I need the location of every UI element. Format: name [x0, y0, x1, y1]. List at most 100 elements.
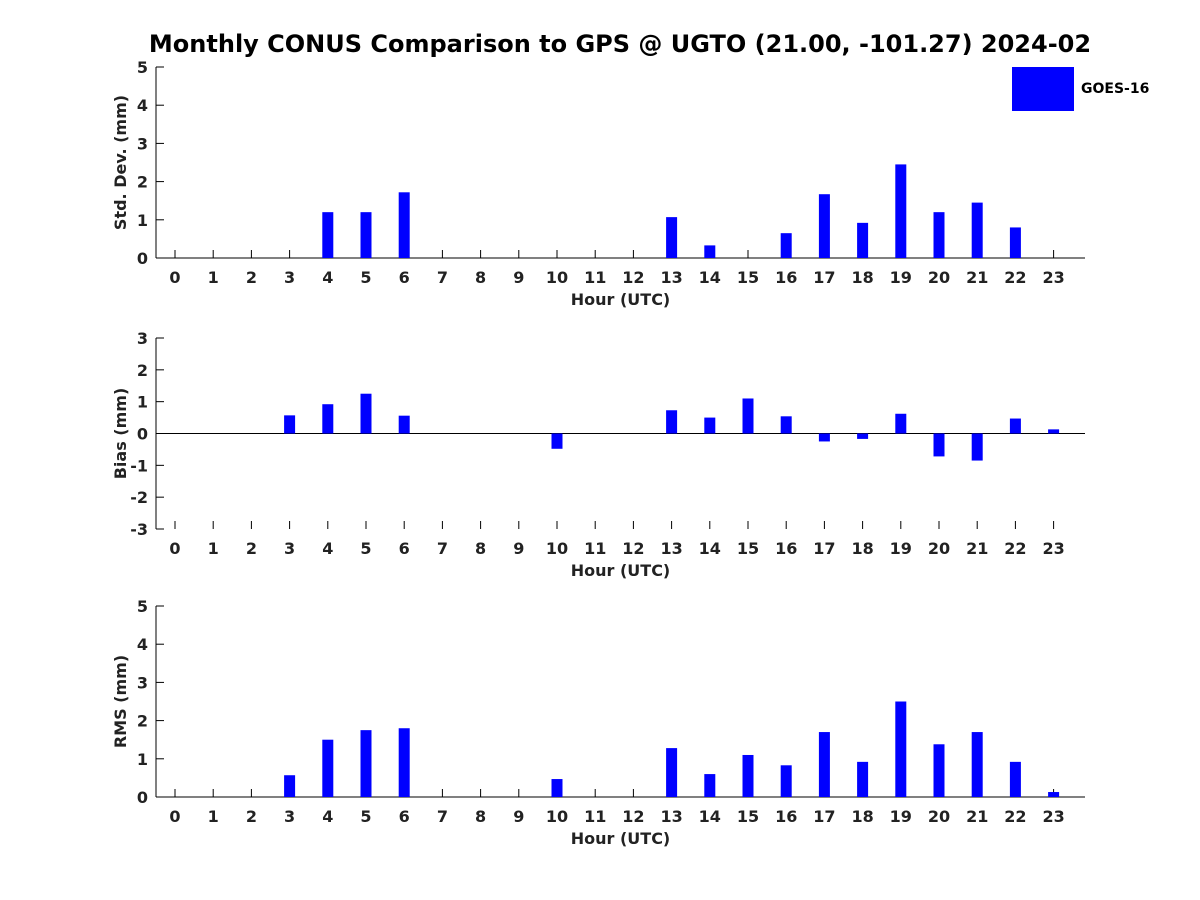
- x-tick-label: 6: [399, 539, 410, 558]
- x-tick-label: 10: [546, 539, 568, 558]
- bar: [933, 744, 945, 797]
- bar: [284, 775, 296, 797]
- y-tick-label: 0: [137, 425, 148, 444]
- x-tick-label: 2: [246, 539, 257, 558]
- x-tick-label: 16: [775, 807, 797, 826]
- bar: [1048, 792, 1060, 797]
- y-tick-label: 3: [137, 134, 148, 153]
- y-axis-label: RMS (mm): [111, 655, 130, 748]
- legend: GOES-16: [1012, 67, 1149, 111]
- x-tick-label: 20: [928, 807, 950, 826]
- bar: [360, 393, 372, 434]
- bar: [1009, 227, 1021, 258]
- y-tick-label: 1: [137, 750, 148, 769]
- x-tick-label: 14: [699, 268, 721, 287]
- x-tick-label: 9: [513, 539, 524, 558]
- y-tick-label: 2: [137, 173, 148, 192]
- x-tick-label: 16: [775, 539, 797, 558]
- x-tick-label: 21: [966, 268, 988, 287]
- x-tick-label: 7: [437, 807, 448, 826]
- bar: [780, 765, 792, 797]
- x-tick-label: 22: [1004, 268, 1026, 287]
- bar: [818, 194, 830, 258]
- bar: [971, 433, 983, 461]
- x-tick-label: 15: [737, 268, 759, 287]
- bar: [666, 410, 678, 434]
- bar: [398, 192, 410, 258]
- x-tick-label: 13: [660, 268, 682, 287]
- x-tick-label: 3: [284, 539, 295, 558]
- x-tick-label: 17: [813, 807, 835, 826]
- y-tick-label: 0: [137, 788, 148, 807]
- x-tick-label: 7: [437, 539, 448, 558]
- bar: [1009, 761, 1021, 797]
- bar: [742, 754, 754, 797]
- x-tick-label: 16: [775, 268, 797, 287]
- y-tick-label: 4: [137, 96, 148, 115]
- x-tick-label: 14: [699, 807, 721, 826]
- y-tick-label: 4: [137, 635, 148, 654]
- bar: [742, 398, 754, 434]
- y-tick-label: 2: [137, 361, 148, 380]
- y-tick-label: -2: [130, 488, 148, 507]
- x-tick-label: 9: [513, 268, 524, 287]
- x-tick-label: 20: [928, 539, 950, 558]
- bar: [857, 222, 869, 258]
- bar: [551, 779, 563, 797]
- bar: [398, 415, 410, 434]
- x-tick-label: 8: [475, 539, 486, 558]
- bar: [780, 233, 792, 258]
- x-tick-label: 18: [851, 539, 873, 558]
- x-tick-label: 18: [851, 268, 873, 287]
- y-tick-label: 3: [137, 329, 148, 348]
- x-tick-label: 19: [890, 268, 912, 287]
- x-tick-label: 11: [584, 539, 606, 558]
- x-tick-label: 5: [360, 539, 371, 558]
- x-tick-label: 15: [737, 807, 759, 826]
- x-tick-label: 1: [208, 268, 219, 287]
- x-tick-label: 12: [622, 807, 644, 826]
- x-tick-label: 3: [284, 268, 295, 287]
- x-tick-label: 19: [890, 807, 912, 826]
- bar: [857, 433, 869, 439]
- y-axis-label: Std. Dev. (mm): [111, 95, 130, 230]
- bar: [895, 164, 907, 258]
- x-tick-label: 22: [1004, 807, 1026, 826]
- y-tick-label: -3: [130, 520, 148, 539]
- bar: [1009, 418, 1021, 434]
- y-tick-label: 1: [137, 211, 148, 230]
- legend-label: GOES-16: [1081, 81, 1150, 97]
- x-axis-label: Hour (UTC): [571, 561, 671, 580]
- x-tick-label: 22: [1004, 539, 1026, 558]
- x-tick-label: 4: [322, 268, 333, 287]
- x-axis-label: Hour (UTC): [571, 290, 671, 309]
- x-tick-label: 11: [584, 807, 606, 826]
- x-tick-label: 8: [475, 268, 486, 287]
- x-tick-label: 4: [322, 807, 333, 826]
- x-tick-label: 6: [399, 807, 410, 826]
- y-tick-label: 1: [137, 393, 148, 412]
- x-tick-label: 17: [813, 268, 835, 287]
- bar: [933, 433, 945, 457]
- x-tick-label: 12: [622, 268, 644, 287]
- x-tick-label: 0: [169, 539, 180, 558]
- x-tick-label: 21: [966, 807, 988, 826]
- y-tick-label: -1: [130, 456, 148, 475]
- x-tick-label: 8: [475, 807, 486, 826]
- x-tick-label: 5: [360, 268, 371, 287]
- y-tick-label: 2: [137, 712, 148, 731]
- x-axis-label: Hour (UTC): [571, 829, 671, 848]
- bar: [704, 417, 716, 434]
- x-tick-label: 18: [851, 807, 873, 826]
- bar: [857, 761, 869, 797]
- x-tick-label: 0: [169, 268, 180, 287]
- x-tick-label: 12: [622, 539, 644, 558]
- x-tick-label: 3: [284, 807, 295, 826]
- x-tick-label: 17: [813, 539, 835, 558]
- x-tick-label: 1: [208, 807, 219, 826]
- chart-title: Monthly CONUS Comparison to GPS @ UGTO (…: [148, 30, 1092, 58]
- x-tick-label: 6: [399, 268, 410, 287]
- x-tick-label: 19: [890, 539, 912, 558]
